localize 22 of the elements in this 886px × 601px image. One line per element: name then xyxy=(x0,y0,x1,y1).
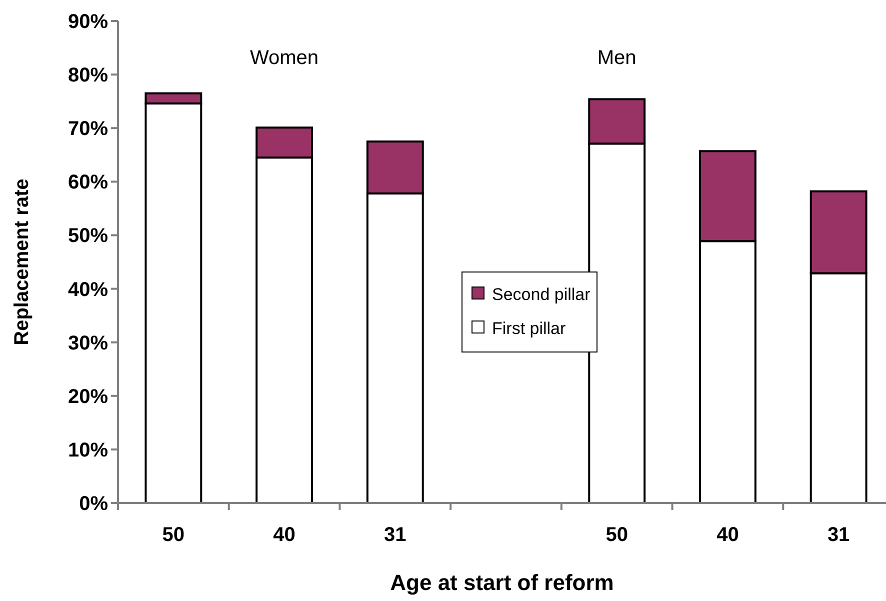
annotation: Men xyxy=(597,47,636,69)
y-tick-label: 30% xyxy=(68,332,108,354)
x-tick-label: 40 xyxy=(273,524,296,546)
x-tick-label: 50 xyxy=(606,524,628,546)
x-tick-label: 50 xyxy=(162,524,185,546)
y-tick-label: 0% xyxy=(79,493,108,515)
y-tick-label: 20% xyxy=(68,386,108,408)
y-tick-label: 70% xyxy=(68,118,108,140)
y-tick-label: 80% xyxy=(68,64,108,87)
y-tick-label: 40% xyxy=(68,278,108,301)
legend-label: First pillar xyxy=(492,318,566,338)
x-tick-label: 31 xyxy=(384,524,406,546)
x-tick-label: 40 xyxy=(716,524,739,546)
y-axis-title: Replacement rate xyxy=(11,178,33,346)
y-tick-label: 50% xyxy=(68,225,108,248)
x-axis-title: Age at start of reform xyxy=(390,570,614,595)
x-tick-label: 31 xyxy=(827,524,850,546)
annotation: Women xyxy=(250,47,319,69)
y-tick-label: 90% xyxy=(68,11,108,33)
y-tick-label: 60% xyxy=(68,172,108,194)
legend-label: Second pillar xyxy=(492,284,591,304)
y-tick-label: 10% xyxy=(68,439,108,462)
